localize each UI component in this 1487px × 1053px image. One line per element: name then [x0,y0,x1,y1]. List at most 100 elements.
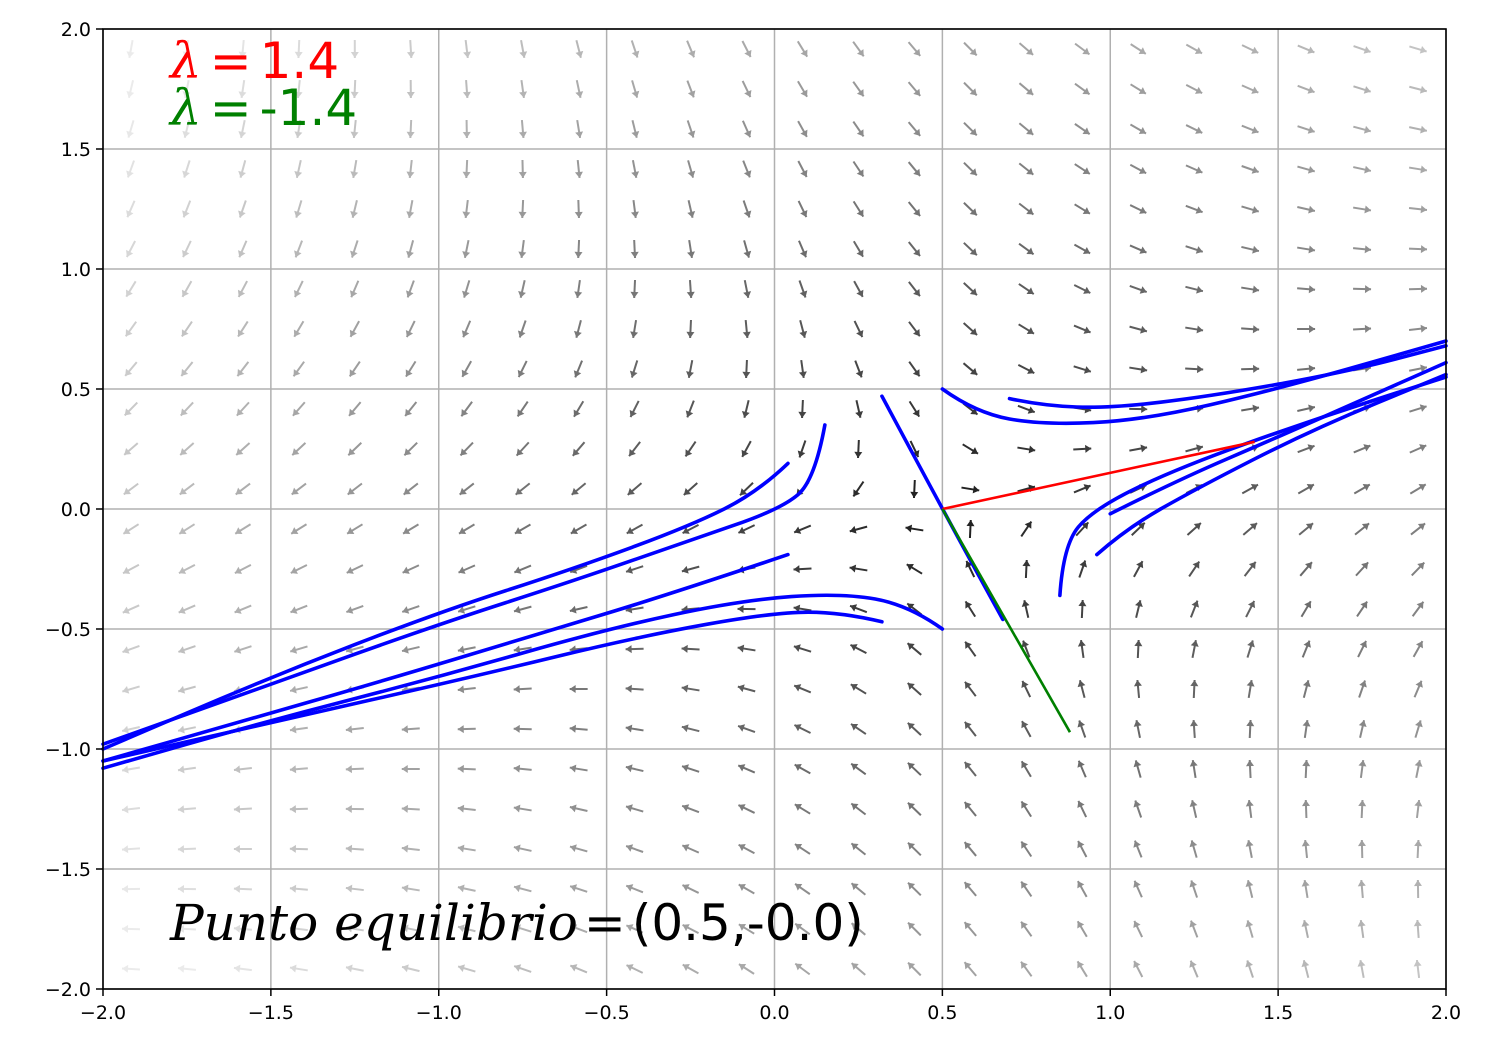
field-arrow-head [345,804,352,813]
field-arrow-head [740,488,748,496]
field-arrow-head [850,644,858,652]
field-arrow-head [1251,86,1259,94]
field-arrow-head [685,449,693,457]
field-arrow-head [1307,86,1315,94]
field-arrow-head [1135,600,1143,608]
field-arrow-head [912,369,920,377]
field-arrow-head [1420,364,1427,373]
field-arrow-head [631,130,640,138]
field-arrow-head [294,131,303,138]
field-arrow-head [1140,365,1148,374]
field-arrow-head [406,91,415,98]
field-arrow-head [463,51,472,58]
field-arrow-head [462,91,471,98]
field-arrow-head [1140,325,1147,334]
field-arrow-head [1301,920,1310,927]
field-arrow-head [1077,921,1085,929]
field-arrow-head [1308,205,1315,214]
field-arrow-head [1027,406,1035,414]
field-arrow-head [1133,680,1142,687]
field-arrow-head [177,884,184,893]
field-arrow-head [1252,325,1260,334]
field-arrow-head [913,208,921,216]
field-arrow-head [294,171,303,178]
field-arrow-head [1026,287,1034,295]
field-arrow-head [851,763,859,771]
field-arrow-head [799,330,808,338]
field-arrow-head [1308,404,1315,413]
field-arrow-head [462,131,471,138]
field-arrow-head [630,251,639,258]
field-arrow-head [1022,560,1031,567]
field-arrow-head [1077,841,1085,849]
field-arrow-head [570,884,578,892]
field-arrow-head [1246,760,1254,767]
field-arrow-head [687,130,696,138]
field-arrow-head [1136,561,1144,569]
field-arrow-head [1307,165,1315,174]
field-arrow-head [1191,600,1200,608]
field-arrow-head [1133,840,1141,848]
field-arrow-head [1420,205,1427,214]
field-arrow-head [682,964,690,972]
field-arrow-head [569,764,577,773]
field-arrow-head [1358,760,1367,767]
field-arrow-head [1137,522,1145,530]
field-arrow-head [294,91,303,98]
field-arrow-head [1026,247,1034,255]
field-arrow-head [794,526,802,534]
field-arrow-head [970,447,979,454]
field-arrow-head [1021,881,1028,889]
field-arrow-head [681,684,689,693]
field-arrow-head [681,724,689,733]
field-arrow-head [404,448,412,456]
field-arrow-head [126,289,133,297]
eigenvalue-negative-label: λ = -1.4 [168,79,357,137]
field-arrow-head [742,331,751,338]
field-arrow-head [851,923,859,931]
field-arrow-head [1307,126,1315,134]
field-arrow-head [122,606,130,614]
field-arrow-head [737,644,745,653]
x-tick-label: −1.0 [416,1002,462,1024]
field-arrow-head [519,91,528,98]
field-arrow-head [125,329,133,337]
field-arrow-head [969,88,977,96]
field-arrow-head [126,249,134,257]
field-arrow-head [1302,760,1311,767]
field-arrow-head [907,802,916,810]
field-arrow-head [631,211,639,218]
field-arrow-head [1420,125,1427,134]
field-arrow-head [738,526,746,534]
field-arrow-head [626,924,634,932]
field-arrow-head [1246,720,1255,727]
y-tick-label: 1.5 [61,139,91,161]
field-arrow-head [457,764,464,773]
field-arrow-head [458,924,465,933]
field-arrow-head [910,491,919,498]
field-arrow-head [1026,207,1034,215]
field-arrow-head [345,765,352,774]
field-arrow-head [346,566,354,574]
field-arrow-head [630,331,639,338]
field-arrow-head [686,371,694,378]
field-arrow-head [1418,484,1426,491]
field-arrow-head [631,50,640,58]
field-arrow-head [122,725,129,734]
field-arrow-head [569,804,577,813]
field-arrow-head [913,168,921,176]
field-arrow-head [569,605,577,614]
field-arrow-head [1133,760,1142,768]
field-arrow-head [513,685,520,694]
field-arrow-head [1026,167,1034,175]
field-arrow-head [1134,640,1143,647]
field-arrow-head [126,210,134,218]
trajectory-line [101,461,790,751]
field-arrow-head [401,804,409,813]
field-arrow-head [908,922,916,930]
field-arrow-head [178,765,185,774]
field-arrow-head [1195,246,1203,254]
field-arrow-head [180,448,188,455]
field-arrow-head [345,725,353,734]
